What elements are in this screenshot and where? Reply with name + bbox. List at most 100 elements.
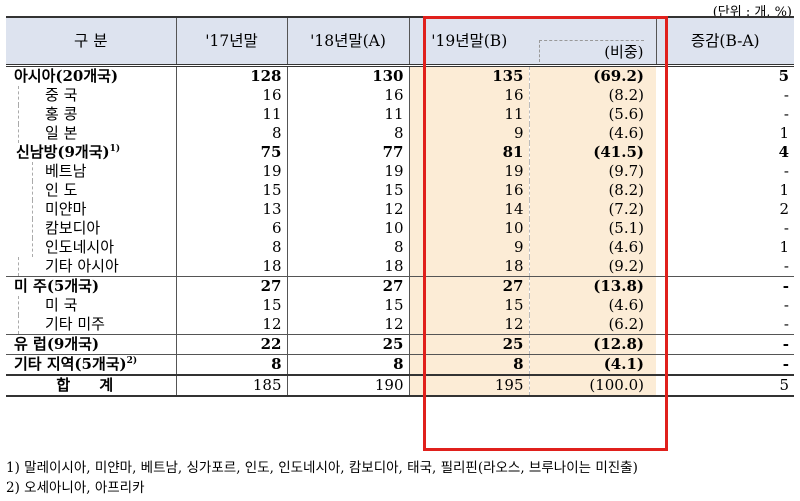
row-name: 기타 아시아 <box>6 257 177 277</box>
cell-2017: 12 <box>176 315 288 335</box>
cell-2017: 8 <box>176 238 288 257</box>
table-row: 인도네시아 8 8 9 (4.6) 1 <box>6 238 794 257</box>
row-name-text: 기타 미주 <box>45 315 105 333</box>
cell-2019: 12 <box>409 315 529 335</box>
cell-2018: 190 <box>287 374 410 397</box>
cell-2019: 27 <box>409 276 529 296</box>
table-row: 미 국 15 15 15 (4.6) - <box>6 296 794 315</box>
cell-change: - <box>656 334 794 355</box>
table-row: 캄보디아 6 10 10 (5.1) - <box>6 219 794 238</box>
cell-2017: 27 <box>176 276 288 296</box>
cell-2017: 128 <box>176 65 288 86</box>
row-name: 미얀마 <box>6 200 177 219</box>
cell-2018: 77 <box>287 143 410 162</box>
cell-change: - <box>783 162 789 180</box>
row-name-text: 기타 아시아 <box>45 257 119 275</box>
row-name-text: 홍 콩 <box>45 105 78 123</box>
row-name-text: 캄보디아 <box>45 219 101 237</box>
row-name: 중 국 <box>6 86 177 105</box>
cell-change: 2 <box>779 200 789 218</box>
row-name: 홍 콩 <box>6 105 177 124</box>
cell-2018: 8 <box>287 354 410 375</box>
cell-share: (5.1) <box>528 219 656 238</box>
cell-2018: 15 <box>287 181 410 200</box>
cell-2017: 8 <box>176 124 288 143</box>
cell-2018: 18 <box>287 257 410 277</box>
cell-2019: 16 <box>409 181 529 200</box>
header-share: (비중) <box>529 16 657 67</box>
table-row: 중 국 16 16 16 (8.2) - <box>6 86 794 105</box>
row-name-text: 일 본 <box>45 124 78 142</box>
cell-2017: 8 <box>176 354 288 375</box>
row-name-text: 유 럽(9개국) <box>14 335 100 354</box>
row-name-text: 인 도 <box>45 181 78 199</box>
cell-2017: 13 <box>176 200 288 219</box>
cell-2017: 75 <box>176 143 288 162</box>
header-2017: '17년말 <box>176 16 288 67</box>
cell-share: (4.6) <box>528 296 656 315</box>
cell-2018: 130 <box>287 65 410 86</box>
cell-change: 5 <box>778 67 789 85</box>
cell-2019: 135 <box>409 65 529 86</box>
cell-change: - <box>656 354 794 375</box>
cell-share: (9.2) <box>528 257 656 277</box>
row-name: 미 국 <box>6 296 177 315</box>
overseas-branch-table: 구 분 '17년말 '18년말(A) '19년말(B) (비중) 증감(B-A)… <box>6 16 794 397</box>
row-name: 미 주(5개국) <box>6 276 177 296</box>
row-name: 신남방(9개국)1) <box>6 143 177 162</box>
cell-change: 1 <box>779 238 789 256</box>
cell-change: - <box>783 296 789 314</box>
cell-2017: 15 <box>176 296 288 315</box>
header-category: 구 분 <box>6 16 177 67</box>
table-row: 베트남 19 19 19 (9.7) - <box>6 162 794 181</box>
row-name-text: 중 국 <box>45 86 78 104</box>
cell-2017: 16 <box>176 86 288 105</box>
header-2018: '18년말(A) <box>287 16 410 67</box>
row-name-text: 미얀마 <box>45 200 87 218</box>
row-name: 기타 미주 <box>6 315 177 335</box>
row-name: 아시아(20개국) <box>6 65 177 86</box>
cell-share: (12.8) <box>528 334 656 355</box>
table-row: 합 계 185 190 195 (100.0) 5 <box>6 374 794 397</box>
table-header-row: 구 분 '17년말 '18년말(A) '19년말(B) (비중) 증감(B-A) <box>6 16 794 67</box>
row-name: 인도네시아 <box>6 238 177 257</box>
cell-change: 4 <box>778 143 789 161</box>
cell-2019: 11 <box>409 105 529 124</box>
cell-2019: 18 <box>409 257 529 277</box>
cell-2019: 8 <box>409 354 529 375</box>
cell-2019: 195 <box>409 374 529 397</box>
table-row: 기타 지역(5개국)2) 8 8 8 (4.1) - <box>6 354 794 375</box>
table-row: 일 본 8 8 9 (4.6) 1 <box>6 124 794 143</box>
cell-change: 5 <box>656 374 794 397</box>
cell-2018: 11 <box>287 105 410 124</box>
cell-share: (69.2) <box>528 65 656 86</box>
row-name-text: 미 국 <box>45 296 78 314</box>
cell-share: (8.2) <box>528 86 656 105</box>
cell-change: - <box>656 276 794 296</box>
cell-share: (5.6) <box>528 105 656 124</box>
cell-2019: 9 <box>409 124 529 143</box>
row-name: 인 도 <box>6 181 177 200</box>
table-row: 미얀마 13 12 14 (7.2) 2 <box>6 200 794 219</box>
cell-2019: 14 <box>409 200 529 219</box>
cell-change: - <box>783 86 789 104</box>
cell-2017: 11 <box>176 105 288 124</box>
header-2019: '19년말(B) <box>409 16 529 67</box>
cell-change: 1 <box>779 124 789 142</box>
row-name-text: 인도네시아 <box>45 238 115 256</box>
row-name-text: 아시아(20개국) <box>14 67 119 85</box>
cell-2018: 8 <box>287 238 410 257</box>
cell-change: - <box>783 257 789 275</box>
cell-2017: 6 <box>176 219 288 238</box>
cell-change: - <box>783 105 789 123</box>
row-name-text: 미 주(5개국) <box>14 277 100 295</box>
table-row: 홍 콩 11 11 11 (5.6) - <box>6 105 794 124</box>
cell-share: (8.2) <box>528 181 656 200</box>
cell-2018: 15 <box>287 296 410 315</box>
row-name-text: 베트남 <box>45 162 87 180</box>
cell-2019: 81 <box>409 143 529 162</box>
table-row: 기타 아시아 18 18 18 (9.2) - <box>6 257 794 277</box>
cell-2018: 27 <box>287 276 410 296</box>
footnote-ref: 2) <box>126 356 138 366</box>
cell-2018: 16 <box>287 86 410 105</box>
